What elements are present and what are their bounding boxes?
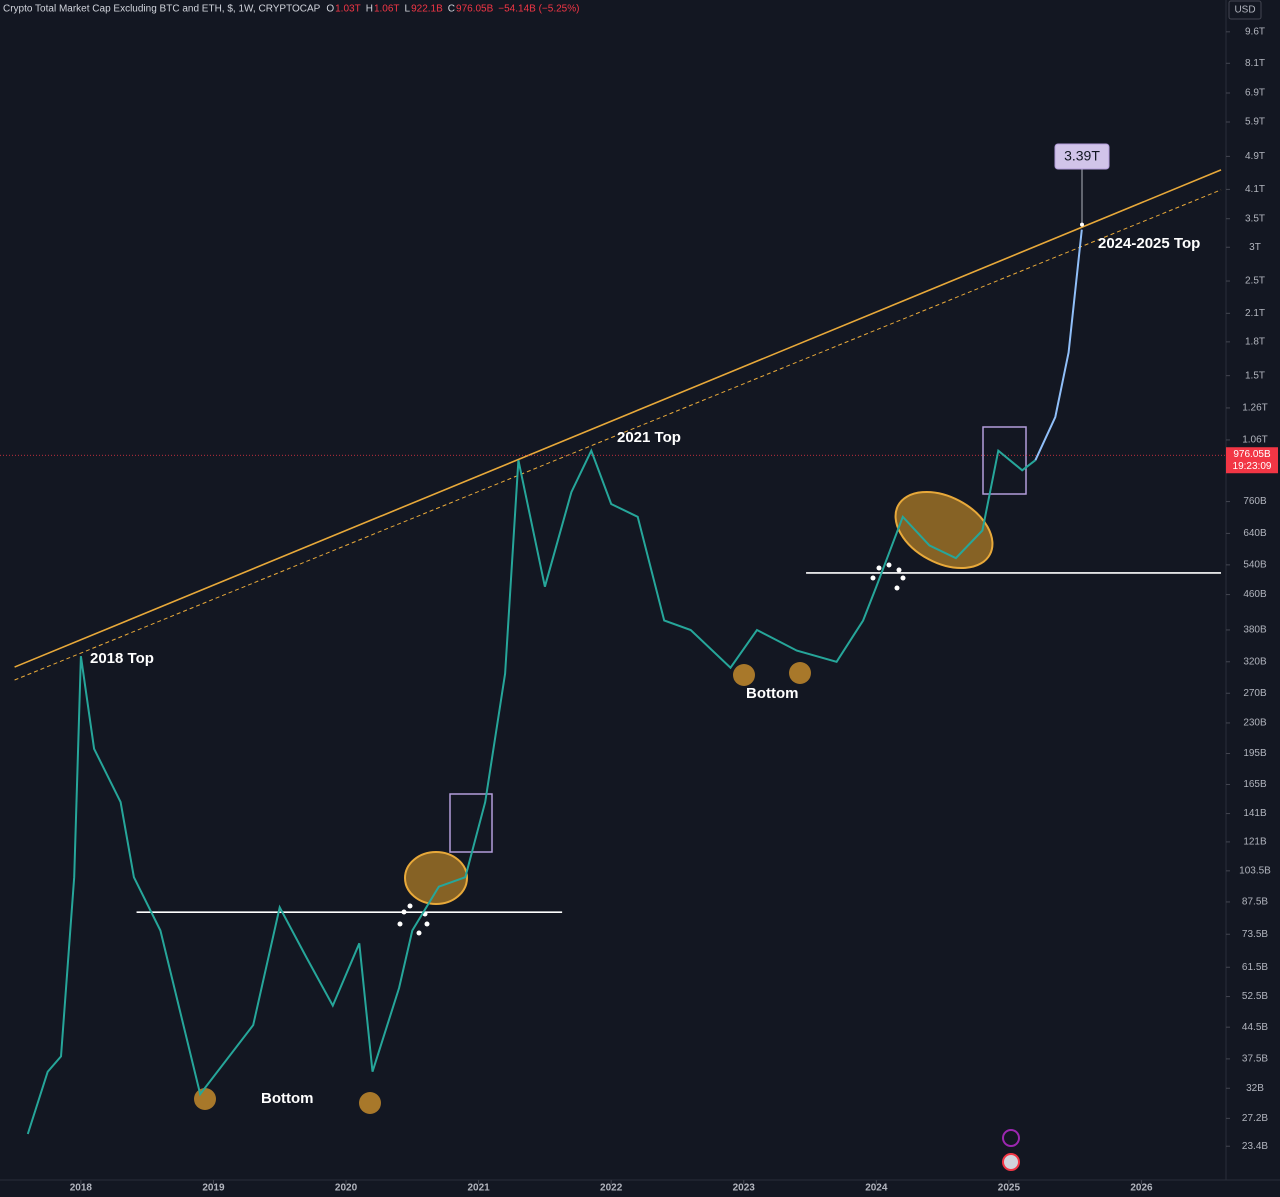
y-tick-label: 44.5B [1242,1022,1268,1033]
currency: USD [1234,5,1255,16]
ohlc-key: H [366,4,373,15]
y-tick-label: 640B [1243,528,1267,539]
y-tick-label: 460B [1243,589,1267,600]
x-tick-label: 2018 [70,1183,93,1194]
ohlc-key: O [326,4,334,15]
y-tick-label: 87.5B [1242,897,1268,908]
price-label: 976.05B [1233,449,1271,460]
ohlc-value: 1.06T [374,4,400,15]
ohlc-key: L [405,4,411,15]
change: −54.14B (−5.25%) [498,4,579,15]
ohlc-value: 922.1B [411,4,443,15]
x-tick-label: 2022 [600,1183,623,1194]
y-tick-label: 270B [1243,688,1267,699]
y-tick-label: 3.5T [1245,213,1265,224]
annotation: 2024-2025 Top [1098,235,1200,252]
target-box [1054,143,1110,170]
y-tick-label: 230B [1243,718,1267,729]
y-tick-label: 1.8T [1245,337,1265,348]
y-tick-label: 760B [1243,496,1267,507]
y-tick-label: 141B [1243,808,1267,819]
target-label: 3.39T [1064,148,1100,164]
price-line-series [1034,229,1083,461]
x-tick-label: 2025 [998,1183,1021,1194]
y-tick-label: 5.9T [1245,117,1265,128]
y-tick-label: 32B [1246,1083,1264,1094]
ohlc-value: 1.03T [335,4,361,15]
currency-box[interactable] [1228,0,1262,20]
y-tick-label: 103.5B [1239,865,1271,876]
y-tick-label: 2.5T [1245,276,1265,287]
event-icon[interactable] [1002,1129,1020,1147]
y-tick-label: 4.9T [1245,151,1265,162]
y-tick-label: 52.5B [1242,991,1268,1002]
bottom-marker [194,1088,216,1110]
highlight-ellipse [404,851,468,905]
bottom-marker [789,662,811,684]
y-tick-label: 540B [1243,560,1267,571]
x-tick-label: 2019 [202,1183,225,1194]
x-tick-label: 2024 [865,1183,888,1194]
price-line-series [26,448,1037,1135]
header: Crypto Total Market Cap Excluding BTC an… [3,4,579,15]
price-tag [1226,447,1278,474]
y-tick-label: 73.5B [1242,929,1268,940]
y-tick-label: 165B [1243,779,1267,790]
ohlc-key: C [448,4,455,15]
y-tick-label: 3T [1249,242,1261,253]
y-tick-label: 195B [1243,748,1267,759]
y-tick-label: 6.9T [1245,88,1265,99]
annotation: Bottom [261,1090,314,1107]
annotation: Bottom [746,685,799,702]
x-tick-label: 2021 [467,1183,490,1194]
price-timer: 19:23:09 [1233,461,1272,472]
trendline [14,189,1222,681]
highlight-box [982,426,1027,495]
y-tick-label: 23.4B [1242,1141,1268,1152]
y-tick-label: 121B [1243,837,1267,848]
header-title: Crypto Total Market Cap Excluding BTC an… [3,4,321,15]
event-icon[interactable] [1002,1153,1020,1171]
y-tick-label: 8.1T [1245,58,1265,69]
trendline [14,169,1222,668]
y-tick-label: 320B [1243,656,1267,667]
y-tick-label: 27.2B [1242,1113,1268,1124]
bottom-marker [733,664,755,686]
y-tick-label: 37.5B [1242,1054,1268,1065]
y-tick-label: 4.1T [1245,184,1265,195]
bottom-marker [359,1092,381,1114]
annotation: 2021 Top [617,429,681,446]
y-tick-label: 2.1T [1245,308,1265,319]
x-tick-label: 2026 [1130,1183,1153,1194]
y-tick-label: 1.26T [1242,403,1268,414]
target-point [1080,222,1084,227]
y-tick-label: 1.06T [1242,435,1268,446]
y-tick-label: 61.5B [1242,962,1268,973]
y-tick-label: 380B [1243,625,1267,636]
x-tick-label: 2023 [733,1183,756,1194]
y-tick-label: 9.6T [1245,26,1265,37]
ohlc-value: 976.05B [456,4,494,15]
highlight-ellipse [894,490,994,570]
annotation: 2018 Top [90,650,154,667]
x-tick-label: 2020 [335,1183,358,1194]
y-tick-label: 1.5T [1245,370,1265,381]
